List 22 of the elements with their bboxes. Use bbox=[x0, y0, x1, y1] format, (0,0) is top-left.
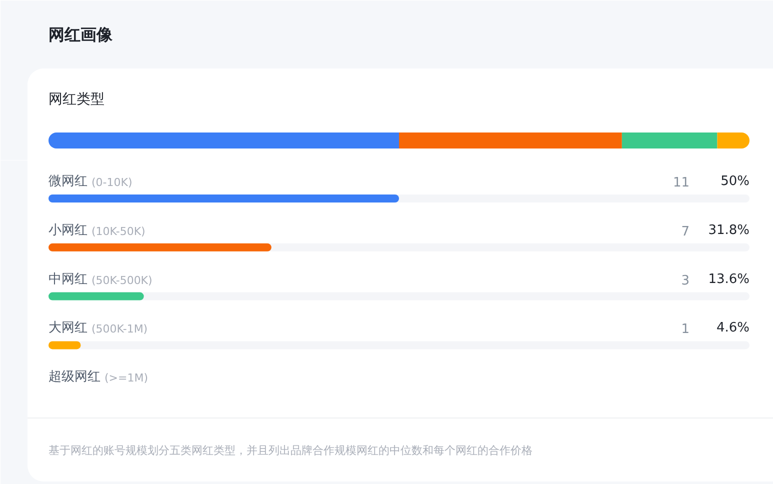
chart-subtitle: 网红类型 bbox=[48, 92, 104, 108]
data-label: 50% bbox=[720, 174, 750, 189]
y-tick-label: 中网红 (50K-500K) bbox=[48, 272, 152, 287]
bar bbox=[48, 132, 399, 148]
annotation: 3 bbox=[681, 273, 690, 288]
annotation: 11 bbox=[672, 176, 690, 190]
data-label: 31.8% bbox=[708, 222, 750, 238]
bar bbox=[622, 132, 718, 148]
y-tick-label: 大网红 (500K-1M) bbox=[48, 320, 148, 336]
y-tick-label: 超级网红 (>=1M) bbox=[48, 370, 148, 385]
data-label: 13.6% bbox=[708, 272, 750, 287]
bar bbox=[717, 132, 750, 148]
y-tick-label: 微网红 (0-10K) bbox=[48, 174, 132, 189]
y-tick-label: 小网红 (10K-50K) bbox=[48, 222, 146, 238]
chart-title: 网红画像 bbox=[48, 25, 114, 44]
bar bbox=[48, 341, 81, 350]
data-label: 4.6% bbox=[716, 320, 750, 336]
text: 基于网红的账号规模划分五类网红类型，并且列出品牌合作规模网红的中位数和每个网红的合作价格 bbox=[48, 444, 532, 457]
annotation: 7 bbox=[681, 224, 690, 240]
bar bbox=[48, 292, 144, 300]
bar bbox=[399, 132, 622, 148]
annotation: 1 bbox=[681, 322, 690, 338]
